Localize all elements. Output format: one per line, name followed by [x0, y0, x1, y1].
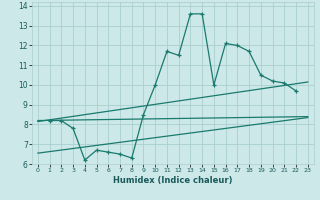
X-axis label: Humidex (Indice chaleur): Humidex (Indice chaleur): [113, 176, 233, 185]
